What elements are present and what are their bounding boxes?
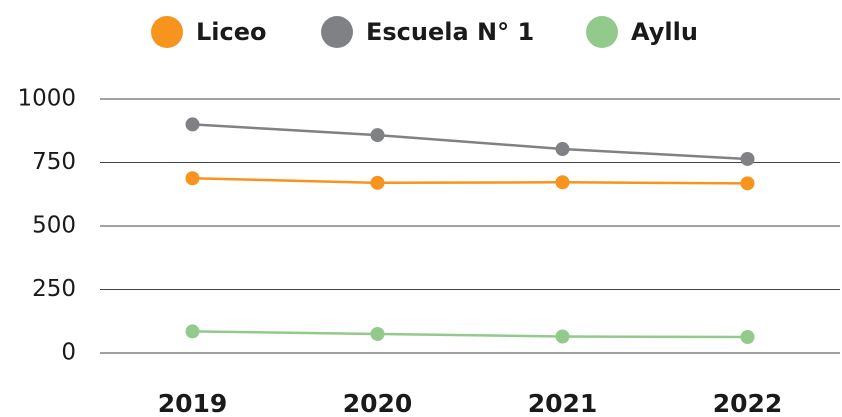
data-point — [370, 175, 385, 190]
series-line — [192, 176, 748, 185]
legend-label: Ayllu — [631, 18, 698, 46]
data-point — [370, 326, 385, 341]
y-tick-label: 500 — [32, 213, 76, 239]
x-tick-label: 2022 — [713, 389, 783, 417]
data-point — [555, 329, 570, 344]
y-tick-label: 0 — [61, 340, 76, 366]
series-line — [192, 123, 748, 161]
data-point — [555, 175, 570, 190]
data-point — [185, 171, 200, 186]
x-tick-label: 2021 — [528, 389, 598, 417]
data-point — [370, 128, 385, 143]
data-point — [740, 329, 755, 344]
y-tick-label: 750 — [32, 149, 76, 175]
legend-marker — [151, 16, 183, 48]
series-line — [192, 330, 748, 339]
y-tick-label: 250 — [32, 276, 76, 302]
data-point — [185, 324, 200, 339]
data-point — [185, 117, 200, 132]
data-point — [740, 151, 755, 166]
y-tick-label: 1000 — [17, 86, 76, 112]
legend-marker — [586, 16, 618, 48]
legend-label: Liceo — [196, 18, 267, 46]
data-point — [555, 142, 570, 157]
data-point — [740, 176, 755, 191]
x-tick-label: 2019 — [158, 389, 228, 417]
legend-marker — [321, 16, 353, 48]
x-tick-label: 2020 — [343, 389, 413, 417]
legend-label: Escuela N° 1 — [366, 18, 534, 46]
